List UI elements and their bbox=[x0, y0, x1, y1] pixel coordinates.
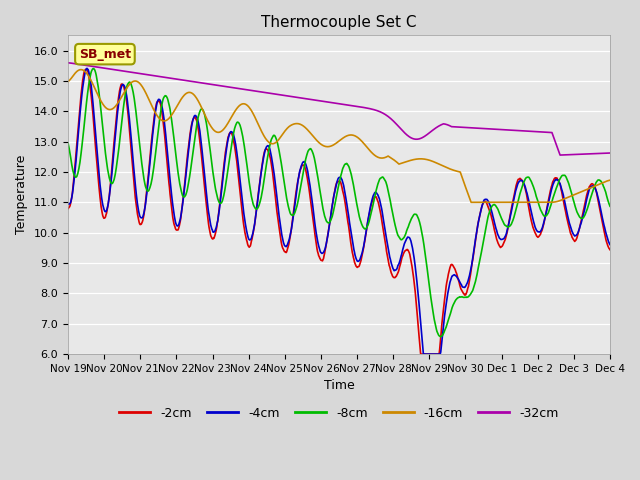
Y-axis label: Temperature: Temperature bbox=[15, 155, 28, 234]
X-axis label: Time: Time bbox=[324, 379, 355, 392]
Title: Thermocouple Set C: Thermocouple Set C bbox=[261, 15, 417, 30]
Text: SB_met: SB_met bbox=[79, 48, 131, 60]
Legend: -2cm, -4cm, -8cm, -16cm, -32cm: -2cm, -4cm, -8cm, -16cm, -32cm bbox=[114, 402, 564, 425]
